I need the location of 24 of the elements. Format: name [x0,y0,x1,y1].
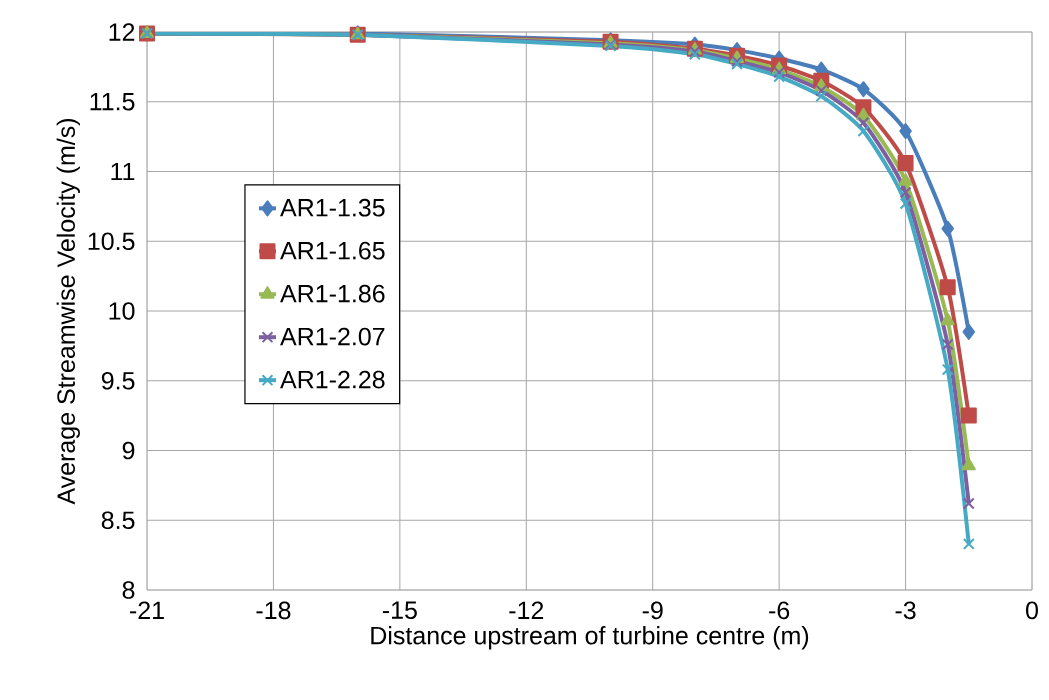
y-tick-label: 10.5 [88,232,135,251]
legend-label: AR1-1.86 [280,284,385,303]
y-tick-label: 10 [109,302,135,320]
legend-label: AR1-2.07 [280,327,385,346]
x-tick-label: -6 [769,601,790,620]
x-tick-label: -15 [382,601,417,619]
legend-label: AR1-1.65 [280,241,385,260]
y-tick-label: 11 [111,162,135,181]
y-tick-label: 11.5 [90,93,135,111]
x-tick-label: -18 [256,601,291,620]
x-tick-label: -3 [895,601,916,620]
x-tick-label: -12 [509,601,544,619]
x-tick-label: -21 [130,601,164,619]
x-tick-label: -9 [642,601,663,620]
x-tick-label: 0 [1026,601,1038,620]
y-tick-label: 8.5 [101,511,135,530]
legend-label: AR1-2.28 [280,370,385,389]
x-axis-title: Distance upstream of turbine centre (m) [371,626,809,650]
y-tick-label: 9.5 [101,371,135,390]
legend-label: AR1-1.35 [280,198,385,217]
y-axis-title: Average Streamwise Velocity (m/s) [56,119,80,505]
y-tick-label: 8 [122,581,135,599]
y-tick-label: 12 [109,23,135,41]
y-tick-label: 9 [122,441,135,460]
